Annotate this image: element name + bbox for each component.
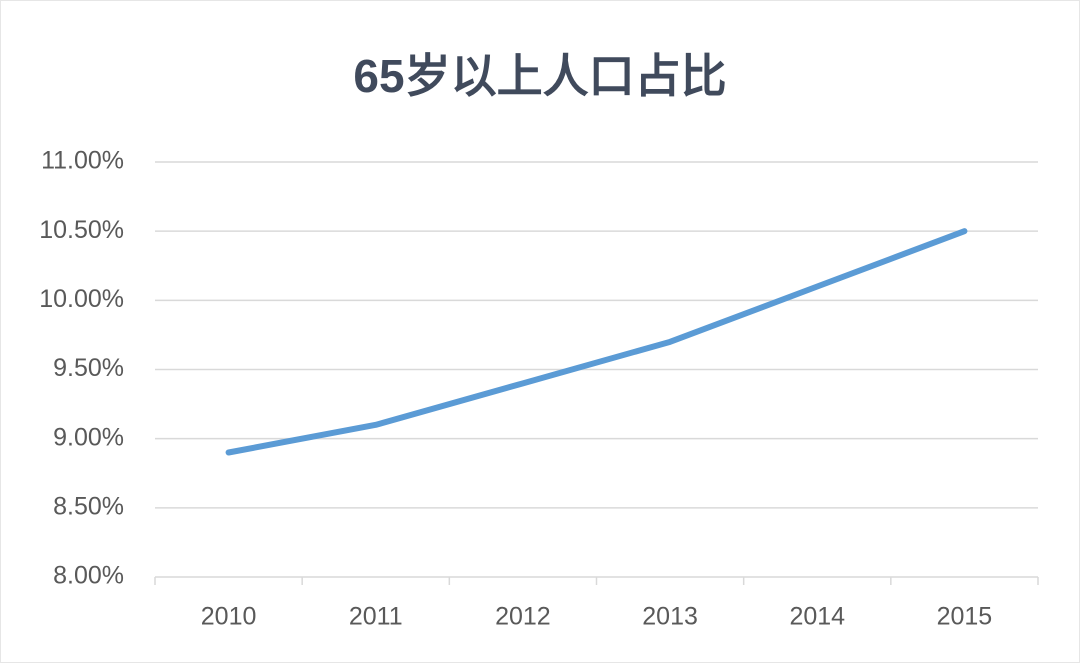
y-tick-label: 8.50% <box>53 492 124 520</box>
x-tick-label: 2014 <box>789 603 845 631</box>
y-tick-label: 9.00% <box>53 423 124 451</box>
data-line <box>225 228 968 456</box>
x-tick-label: 2011 <box>349 603 403 631</box>
x-tick-label: 2013 <box>642 603 698 631</box>
y-tick-label: 9.50% <box>53 354 124 382</box>
y-tick-label: 8.00% <box>53 562 124 590</box>
x-tick-label: 2010 <box>201 603 257 631</box>
x-tick-label: 2012 <box>495 603 551 631</box>
chart-title: 65岁以上人口占比 <box>353 50 726 102</box>
y-tick-label: 11.00% <box>41 147 124 175</box>
x-tick-label: 2015 <box>937 603 993 631</box>
y-tick-label: 10.00% <box>39 285 124 313</box>
y-tick-label: 10.50% <box>39 216 124 244</box>
